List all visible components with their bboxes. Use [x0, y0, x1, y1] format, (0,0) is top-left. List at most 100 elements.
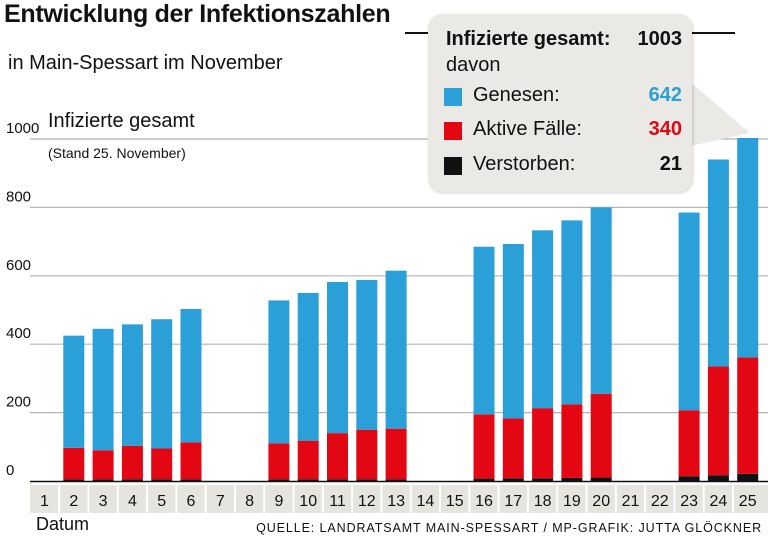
- y-tick-1000: 1000: [6, 120, 39, 137]
- bar-genesen-2: [63, 335, 85, 448]
- bar-verstorben-19: [561, 477, 583, 481]
- bar-aktive-f-lle-11: [327, 433, 348, 480]
- bar-genesen-6: [180, 308, 202, 443]
- x-tick-4: 4: [128, 493, 137, 510]
- legend-label-genesen: Genesen:: [473, 84, 560, 106]
- y-tick-800: 800: [6, 188, 31, 205]
- bar-genesen-9: [268, 300, 290, 444]
- callout-total-label: Infizierte gesamt:: [446, 28, 611, 50]
- x-tick-21: 21: [622, 493, 640, 510]
- bar-verstorben-6: [180, 479, 202, 481]
- x-tick-16: 16: [475, 493, 493, 510]
- bar-genesen-11: [327, 281, 348, 434]
- x-tick-11: 11: [329, 493, 346, 510]
- x-tick-7: 7: [216, 493, 225, 510]
- bar-genesen-18: [532, 230, 554, 409]
- bar-aktive-f-lle-9: [268, 443, 290, 480]
- bar-genesen-25: [737, 137, 759, 358]
- x-tick-8: 8: [245, 493, 254, 510]
- summary-callout: Infizierte gesamt: 1003 davon Genesen: 6…: [428, 14, 692, 192]
- bar-verstorben-17: [502, 478, 524, 481]
- bar-verstorben-24: [707, 475, 729, 481]
- bar-verstorben-16: [473, 478, 495, 481]
- bar-genesen-17: [502, 243, 524, 419]
- legend-swatch-verstorben: [444, 157, 462, 175]
- x-tick-2: 2: [69, 493, 78, 510]
- bar-aktive-f-lle-10: [297, 440, 319, 480]
- bar-verstorben-4: [121, 479, 143, 481]
- x-tick-3: 3: [99, 493, 108, 510]
- legend-label-aktive: Aktive Fälle:: [473, 118, 582, 140]
- y-tick-0: 0: [6, 462, 14, 479]
- callout-total-value: 1003: [637, 28, 683, 50]
- bar-aktive-f-lle-5: [151, 448, 173, 480]
- chart-title: Entwicklung der Infektionszahlen: [4, 0, 391, 28]
- bar-aktive-f-lle-18: [532, 408, 554, 479]
- callout-row-verstorben: Verstorben: 21: [444, 153, 682, 181]
- x-tick-12: 12: [358, 493, 376, 510]
- chart-subtitle: in Main-Spessart im November: [8, 52, 283, 74]
- callout-row-genesen: Genesen: 642: [444, 84, 682, 112]
- y-axis-note: (Stand 25. November): [48, 145, 186, 161]
- x-tick-18: 18: [534, 493, 552, 510]
- x-tick-6: 6: [187, 493, 196, 510]
- y-axis-label: Infizierte gesamt: [48, 110, 195, 132]
- bar-verstorben-18: [532, 478, 554, 481]
- x-tick-22: 22: [651, 493, 669, 510]
- y-tick-400: 400: [6, 325, 31, 342]
- bar-genesen-19: [561, 220, 583, 405]
- callout-row-aktive: Aktive Fälle: 340: [444, 118, 682, 146]
- legend-swatch-aktive: [444, 122, 462, 140]
- legend-swatch-genesen: [444, 88, 462, 106]
- bar-genesen-24: [707, 159, 729, 367]
- bar-genesen-13: [385, 270, 407, 429]
- legend-value-genesen: 642: [648, 84, 682, 106]
- bar-aktive-f-lle-3: [92, 450, 114, 480]
- bar-aktive-f-lle-4: [121, 445, 143, 480]
- x-tick-1: 1: [40, 493, 49, 510]
- x-tick-17: 17: [504, 493, 522, 510]
- bar-aktive-f-lle-12: [356, 429, 378, 480]
- bar-aktive-f-lle-25: [737, 357, 759, 474]
- x-tick-23: 23: [680, 493, 698, 510]
- x-tick-10: 10: [299, 493, 317, 510]
- bar-verstorben-3: [92, 479, 114, 481]
- bar-verstorben-13: [385, 479, 407, 481]
- bar-verstorben-9: [268, 479, 290, 481]
- x-tick-14: 14: [417, 493, 435, 510]
- bar-verstorben-10: [297, 479, 319, 481]
- bar-aktive-f-lle-20: [590, 393, 612, 478]
- x-axis-label: Datum: [36, 514, 90, 534]
- x-tick-5: 5: [157, 493, 166, 510]
- bar-verstorben-2: [63, 479, 85, 481]
- bar-verstorben-12: [356, 479, 378, 481]
- bar-aktive-f-lle-23: [678, 410, 700, 477]
- bar-genesen-16: [473, 246, 495, 415]
- bar-aktive-f-lle-16: [473, 414, 495, 479]
- bar-verstorben-11: [327, 479, 348, 481]
- bar-aktive-f-lle-2: [63, 447, 85, 480]
- bar-genesen-12: [356, 279, 378, 430]
- bar-genesen-10: [297, 292, 319, 441]
- x-tick-24: 24: [710, 493, 728, 510]
- callout-davon: davon: [446, 54, 501, 76]
- bar-aktive-f-lle-6: [180, 442, 202, 480]
- bar-genesen-5: [151, 319, 173, 449]
- bar-genesen-23: [678, 212, 700, 411]
- bar-verstorben-5: [151, 479, 173, 481]
- x-tick-13: 13: [387, 493, 405, 510]
- bar-aktive-f-lle-17: [502, 418, 524, 479]
- bar-verstorben-25: [737, 473, 759, 481]
- legend-label-verstorben: Verstorben:: [473, 153, 576, 175]
- x-tick-20: 20: [592, 493, 610, 510]
- x-tick-19: 19: [563, 493, 581, 510]
- y-tick-600: 600: [6, 257, 31, 274]
- bar-aktive-f-lle-13: [385, 428, 407, 480]
- x-tick-9: 9: [274, 493, 283, 510]
- bar-aktive-f-lle-24: [707, 366, 729, 476]
- x-tick-15: 15: [446, 493, 464, 510]
- legend-value-aktive: 340: [648, 118, 682, 140]
- bar-verstorben-23: [678, 476, 700, 481]
- legend-value-verstorben: 21: [659, 153, 682, 175]
- source-credit: QUELLE: LANDRATSAMT MAIN-SPESSART / MP-G…: [256, 521, 762, 535]
